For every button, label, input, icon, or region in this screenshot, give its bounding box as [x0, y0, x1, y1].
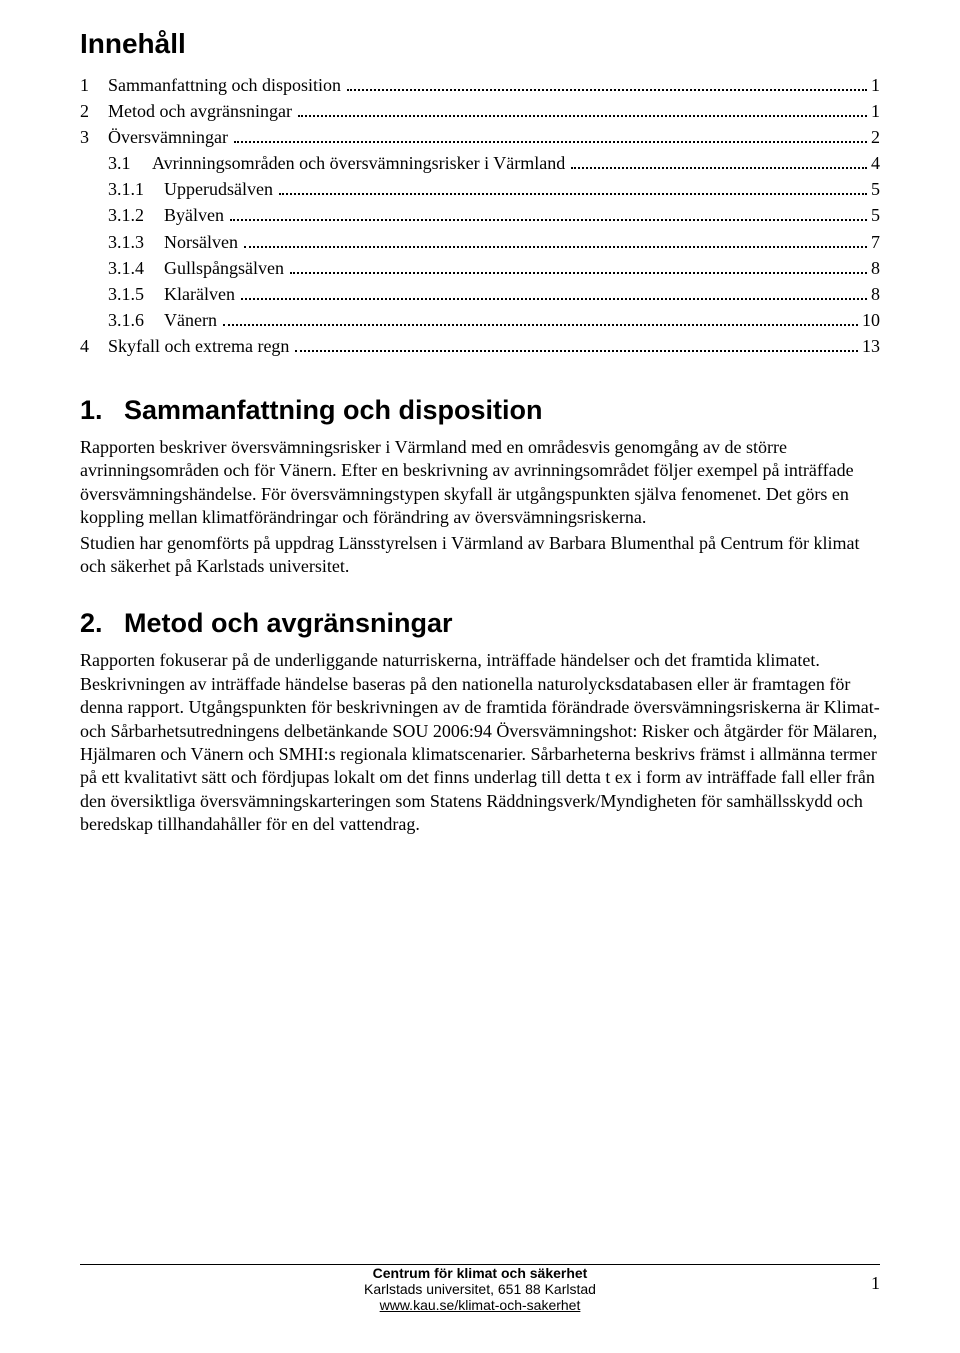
section-heading: 1.Sammanfattning och disposition	[80, 395, 880, 426]
body-paragraph: Rapporten beskriver översvämningsrisker …	[80, 436, 880, 530]
toc-leader-dots	[290, 259, 867, 274]
toc-label: Klarälven	[164, 281, 235, 307]
toc-page-number: 5	[871, 176, 880, 202]
toc-leader-dots	[241, 285, 867, 300]
page-footer: Centrum för klimat och säkerhet Karlstad…	[80, 1264, 880, 1313]
toc-leader-dots	[571, 155, 867, 170]
toc-page-number: 5	[871, 202, 880, 228]
section-number: 1.	[80, 395, 124, 426]
body-paragraph: Studien har genomförts på uppdrag Länsst…	[80, 532, 880, 579]
toc-number: 2	[80, 98, 108, 124]
toc-number: 1	[80, 72, 108, 98]
toc-row: 3.1.2 Byälven 5	[80, 202, 880, 228]
toc-label: Avrinningsområden och översvämningsriske…	[152, 150, 565, 176]
body-paragraph: Rapporten fokuserar på de underliggande …	[80, 649, 880, 836]
toc-leader-dots	[230, 207, 867, 222]
footer-org-name: Centrum för klimat och säkerhet	[80, 1265, 880, 1281]
toc-label: Metod och avgränsningar	[108, 98, 292, 124]
page-title: Innehåll	[80, 28, 880, 60]
toc-number: 3.1.4	[108, 255, 164, 281]
toc-row: 3.1.3 Norsälven 7	[80, 229, 880, 255]
toc-number: 3.1.1	[108, 176, 164, 202]
toc-number: 3.1	[108, 150, 152, 176]
toc-page-number: 8	[871, 281, 880, 307]
toc-number: 3.1.5	[108, 281, 164, 307]
section-title: Sammanfattning och disposition	[124, 395, 543, 425]
toc-leader-dots	[347, 76, 867, 91]
footer-url: www.kau.se/klimat-och-sakerhet	[80, 1297, 880, 1313]
toc-row: 2 Metod och avgränsningar 1	[80, 98, 880, 124]
toc-number: 3	[80, 124, 108, 150]
section-title: Metod och avgränsningar	[124, 608, 453, 638]
toc-leader-dots	[234, 129, 867, 144]
toc-row: 1 Sammanfattning och disposition 1	[80, 72, 880, 98]
toc-page-number: 1	[871, 98, 880, 124]
toc-leader-dots	[223, 311, 858, 326]
section-number: 2.	[80, 608, 124, 639]
toc-number: 3.1.3	[108, 229, 164, 255]
toc-label: Byälven	[164, 202, 224, 228]
toc-page-number: 8	[871, 255, 880, 281]
toc-label: Skyfall och extrema regn	[108, 333, 289, 359]
toc-leader-dots	[279, 181, 867, 196]
toc-label: Sammanfattning och disposition	[108, 72, 341, 98]
toc-page-number: 7	[871, 229, 880, 255]
toc-leader-dots	[295, 337, 858, 352]
section-heading: 2.Metod och avgränsningar	[80, 608, 880, 639]
toc-label: Upperudsälven	[164, 176, 273, 202]
toc-row: 3.1.6 Vänern 10	[80, 307, 880, 333]
toc-row: 3.1.1 Upperudsälven 5	[80, 176, 880, 202]
toc-row: 3.1.5 Klarälven 8	[80, 281, 880, 307]
page-number: 1	[871, 1273, 880, 1294]
toc-leader-dots	[244, 233, 867, 248]
footer-address: Karlstads universitet, 651 88 Karlstad	[80, 1281, 880, 1297]
toc-page-number: 2	[871, 124, 880, 150]
toc-number: 4	[80, 333, 108, 359]
toc-leader-dots	[298, 103, 867, 118]
toc-page-number: 4	[871, 150, 880, 176]
toc-page-number: 1	[871, 72, 880, 98]
toc-label: Norsälven	[164, 229, 238, 255]
toc-label: Översvämningar	[108, 124, 228, 150]
toc-page-number: 10	[862, 307, 880, 333]
toc-row: 3.1 Avrinningsområden och översvämningsr…	[80, 150, 880, 176]
footer-block: Centrum för klimat och säkerhet Karlstad…	[80, 1265, 880, 1313]
document-page: Innehåll 1 Sammanfattning och dispositio…	[0, 0, 960, 1353]
table-of-contents: 1 Sammanfattning och disposition 1 2 Met…	[80, 72, 880, 359]
toc-row: 3 Översvämningar 2	[80, 124, 880, 150]
toc-number: 3.1.2	[108, 202, 164, 228]
toc-page-number: 13	[862, 333, 880, 359]
toc-row: 3.1.4 Gullspångsälven 8	[80, 255, 880, 281]
toc-number: 3.1.6	[108, 307, 164, 333]
toc-label: Vänern	[164, 307, 217, 333]
toc-row: 4 Skyfall och extrema regn 13	[80, 333, 880, 359]
toc-label: Gullspångsälven	[164, 255, 284, 281]
